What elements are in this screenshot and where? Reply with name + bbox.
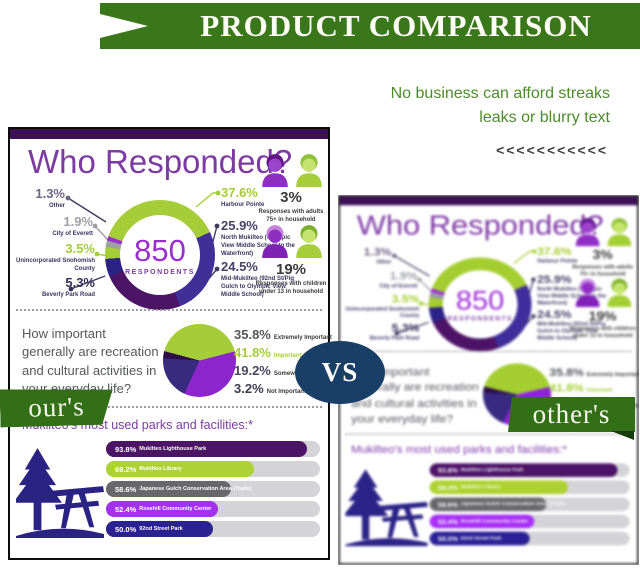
respondents-label: RESPONDENTS (125, 268, 195, 276)
bar-fill: 52.4% Rosehill Community Center (429, 514, 535, 529)
donut-label-everett: 1.9% City of Everett (52, 214, 93, 238)
panel-top-bar (10, 129, 328, 139)
donut-label-mid-mukilteo: 24.5% Mid-Mukilteo (92nd St/Pig Gulch to… (537, 307, 606, 342)
bar-fill: 50.0% 92nd Street Park (429, 531, 530, 546)
park-tree-icon (342, 467, 428, 547)
person-icon (575, 278, 600, 307)
importance-pie-chart (163, 324, 236, 397)
person-icon (262, 225, 288, 258)
bar-library: 69.2% Mukilteo Library (106, 461, 320, 477)
donut-label-harbour: 37.6% Harbour Pointe (537, 244, 578, 265)
panel-top-bar (339, 196, 638, 206)
importance-row: 41.8% Important (234, 345, 302, 360)
section-divider (16, 309, 322, 311)
adults-person-icons (574, 217, 634, 247)
bar-fill: 93.8% Mukilteo Lighthouse Park (429, 463, 618, 477)
tagline-line1: No business can afford streaks (390, 85, 610, 102)
park-tree-icon (13, 445, 104, 539)
importance-question: How important generally are recreation a… (22, 326, 159, 397)
bar-fill: 69.2% Mukilteo Library (106, 461, 255, 477)
bar-lighthouse-park: 93.8% Mukilteo Lighthouse Park (429, 463, 630, 477)
donut-label-north-mukilteo: 25.9% North Mukilteo (Olympic View Middl… (221, 218, 295, 258)
respondents-count: 850 (455, 285, 505, 316)
respondents-donut-chart: 850 RESPONDENTS (428, 257, 532, 352)
bar-japanese-gulch: 58.6% Japanese Gulch Conservation Area (T… (429, 497, 630, 512)
adults-person-icons (260, 153, 324, 187)
infographic-title: Who Responded? (356, 208, 604, 241)
importance-row: 35.8% Extremely Important (234, 327, 332, 342)
importance-row: 41.8% Important (549, 381, 613, 395)
adults-stat: 3% Responses with adults 75+ in househol… (258, 189, 324, 224)
header-banner: PRODUCT COMPARISON (100, 3, 640, 49)
donut-center: 850 RESPONDENTS (120, 215, 200, 295)
chevrons-left-icon: <<<<<<<<<<< (496, 142, 608, 158)
ours-ribbon-label: our's (27, 390, 86, 423)
person-icon (296, 154, 322, 187)
others-ribbon: other's (508, 397, 635, 432)
respondents-count: 850 (134, 232, 186, 268)
adults-stat: 3% Responses with adults 75+ in househol… (572, 247, 633, 278)
donut-label-beverly: 5.3% Beverly Park Road (41, 275, 95, 299)
respondents-donut-chart: 850 RESPONDENTS (105, 200, 215, 310)
donut-label-beverly: 5.3% Beverly Park Road (369, 321, 420, 342)
tagline: No business can afford streaks leaks or … (391, 82, 610, 130)
children-person-icons (260, 224, 324, 258)
importance-row: 35.8% Extremely Important (549, 365, 639, 379)
person-icon (607, 278, 632, 307)
bar-library: 69.2% Mukilteo Library (429, 480, 630, 495)
bar-fill: 58.6% Japanese Gulch Conservation Area (T… (106, 481, 251, 497)
person-icon (262, 154, 288, 187)
bar-fill: 58.6% Japanese Gulch Conservation Area (T… (429, 497, 565, 512)
donut-center: 850 RESPONDENTS (442, 270, 518, 339)
donut-label-mid-mukilteo: 24.5% Mid-Mukilteo (92nd St/Pig Gulch to… (221, 259, 294, 299)
donut-label-north-mukilteo: 25.9% North Mukilteo (Olympic View Middl… (537, 272, 607, 307)
others-ribbon-label: other's (532, 399, 611, 429)
right-infographic-panel-blurred: Who Responded? 850 RESPONDENTS 1.3% Ot (338, 195, 639, 565)
donut-label-unincorporated: 3.5% Unincorporated Snohomish County (15, 241, 95, 273)
person-icon (296, 225, 322, 258)
section-divider (345, 350, 632, 353)
tagline-line2: leaks or blurry text (479, 109, 610, 126)
bar-fill: 50.0% 92nd Street Park (106, 521, 213, 537)
tree-picnic-icon (13, 448, 104, 538)
ribbon-fold (611, 431, 634, 440)
vs-badge: VS (295, 341, 385, 404)
children-person-icons (574, 278, 634, 307)
tree-picnic-icon (342, 469, 428, 547)
bar-rosehill: 52.4% Rosehill Community Center (429, 514, 630, 529)
importance-question: How important generally are recreation a… (351, 365, 479, 426)
donut-label-unincorporated: 3.5% Unincorporated Snohomish County (345, 292, 420, 320)
bar-japanese-gulch: 58.6% Japanese Gulch Conservation Area (T… (106, 481, 320, 497)
person-icon (575, 218, 600, 247)
bar-fill: 52.4% Rosehill Community Center (106, 501, 219, 517)
bar-rosehill: 52.4% Rosehill Community Center (106, 501, 320, 517)
donut-label-other: 1.3% Other (363, 245, 392, 266)
section-divider (16, 406, 322, 408)
vs-label: VS (321, 357, 359, 387)
bar-lighthouse-park: 93.8% Mukilteo Lighthouse Park (106, 441, 320, 457)
bar-fill: 69.2% Mukilteo Library (429, 480, 569, 495)
children-stat: 19% Responses with children under 13 in … (255, 261, 327, 296)
bar-92nd-street: 50.0% 92nd Street Park (106, 521, 320, 537)
donut-label-everett: 1.9% City of Everett (379, 269, 418, 290)
parks-title: Mukilteo's most used parks and facilitie… (351, 443, 568, 456)
bar-92nd-street: 50.0% 92nd Street Park (429, 531, 630, 546)
respondents-label: RESPONDENTS (447, 315, 513, 322)
left-infographic-panel: Who Responded? 850 RESPONDENTS 1.3% Ot (8, 127, 333, 560)
children-stat: 19% Responses with children under 13 in … (569, 309, 636, 339)
importance-row: 3.2%Not Important (234, 381, 306, 396)
ours-ribbon: our's (0, 387, 113, 428)
donut-label-other: 1.3% Other (35, 186, 65, 210)
section-divider (345, 433, 632, 436)
right-infographic-content: Who Responded? 850 RESPONDENTS 1.3% Ot (338, 195, 639, 565)
page-title: PRODUCT COMPARISON (200, 8, 592, 43)
bar-fill: 93.8% Mukilteo Lighthouse Park (106, 441, 307, 457)
person-icon (607, 218, 632, 247)
infographic-title: Who Responded? (28, 143, 293, 180)
donut-label-harbour: 37.6% Harbour Pointe (221, 185, 265, 209)
